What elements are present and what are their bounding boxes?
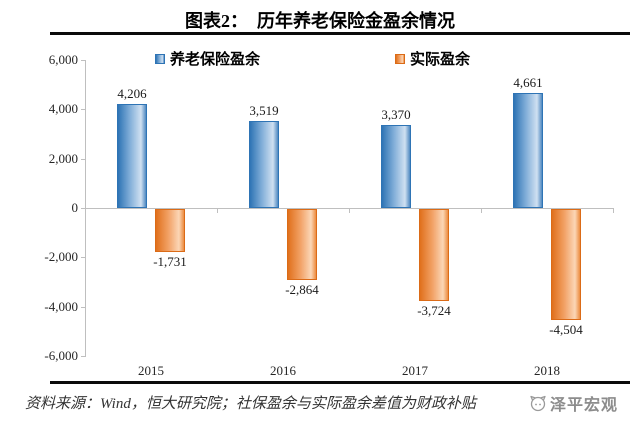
- bar-养老保险盈余-2017: [381, 124, 411, 208]
- bar-label-养老保险盈余-2015: 4,206: [117, 86, 147, 102]
- y-axis-tick-label: 4,000: [48, 101, 78, 117]
- y-axis-tickmark: [81, 257, 85, 258]
- bar-养老保险盈余-2016: [249, 121, 279, 208]
- legend-swatch-actual-icon: [395, 53, 405, 64]
- bar-label-实际盈余-2017: -3,724: [417, 302, 451, 318]
- y-axis-tick-label: -4,000: [44, 298, 78, 314]
- bar-实际盈余-2015: [155, 209, 185, 252]
- y-axis-tick-label: 6,000: [48, 52, 78, 67]
- y-axis-tick-label: 0: [71, 200, 79, 215]
- y-axis-tickmark: [81, 60, 85, 61]
- bar-label-实际盈余-2015: -1,731: [153, 253, 187, 269]
- watermark-logo-icon: [530, 395, 546, 412]
- category-axis-tickmark: [349, 208, 350, 213]
- category-axis-tickmark: [217, 208, 218, 213]
- bar-实际盈余-2016: [287, 209, 317, 280]
- y-axis-tickmark: [81, 356, 85, 357]
- y-axis-tickmark: [81, 208, 85, 209]
- x-axis-label-2015: 2015: [138, 363, 164, 378]
- bar-label-养老保险盈余-2018: 4,661: [513, 75, 543, 91]
- y-axis-tickmark: [81, 159, 85, 160]
- legend-item-pension-surplus: 养老保险盈余: [155, 48, 260, 69]
- bar-养老保险盈余-2015: [117, 104, 147, 208]
- page-title: 图表2： 历年养老保险金盈余情况: [185, 11, 455, 31]
- x-axis-label-2017: 2017: [402, 363, 428, 378]
- y-axis-tick-label: 2,000: [48, 150, 78, 166]
- bar-label-实际盈余-2016: -2,864: [285, 281, 319, 297]
- bar-label-实际盈余-2018: -4,504: [549, 322, 583, 338]
- category-axis-tickmark: [481, 208, 482, 213]
- legend-swatch-pension-icon: [155, 53, 165, 64]
- legend-label-pension: 养老保险盈余: [170, 52, 261, 68]
- x-axis-label-2018: 2018: [534, 363, 560, 378]
- source-note: 资料来源：Wind，恒大研究院；社保盈余与实际盈余差值为财政补贴: [25, 396, 476, 412]
- bar-实际盈余-2017: [419, 209, 449, 301]
- y-axis-tick-label: -6,000: [44, 348, 78, 363]
- category-axis-tickmark: [613, 208, 614, 213]
- footer-divider-rule: [50, 381, 630, 384]
- bar-label-养老保险盈余-2016: 3,519: [249, 103, 279, 119]
- bar-养老保险盈余-2018: [513, 93, 543, 208]
- bar-实际盈余-2018: [551, 209, 581, 321]
- watermark-label: 泽平宏观: [549, 397, 618, 414]
- watermark: 泽平宏观: [526, 390, 620, 416]
- bar-label-养老保险盈余-2017: 3,370: [381, 106, 411, 122]
- y-axis-tick-label: -2,000: [44, 249, 78, 265]
- legend-label-actual: 实际盈余: [410, 52, 471, 68]
- y-axis-tickmark: [81, 109, 85, 110]
- title-divider-rule: [50, 32, 630, 35]
- y-axis-tickmark: [81, 307, 85, 308]
- x-axis-label-2016: 2016: [270, 363, 296, 378]
- category-axis-tickmark: [85, 208, 86, 213]
- legend-item-actual-surplus: 实际盈余: [395, 48, 470, 69]
